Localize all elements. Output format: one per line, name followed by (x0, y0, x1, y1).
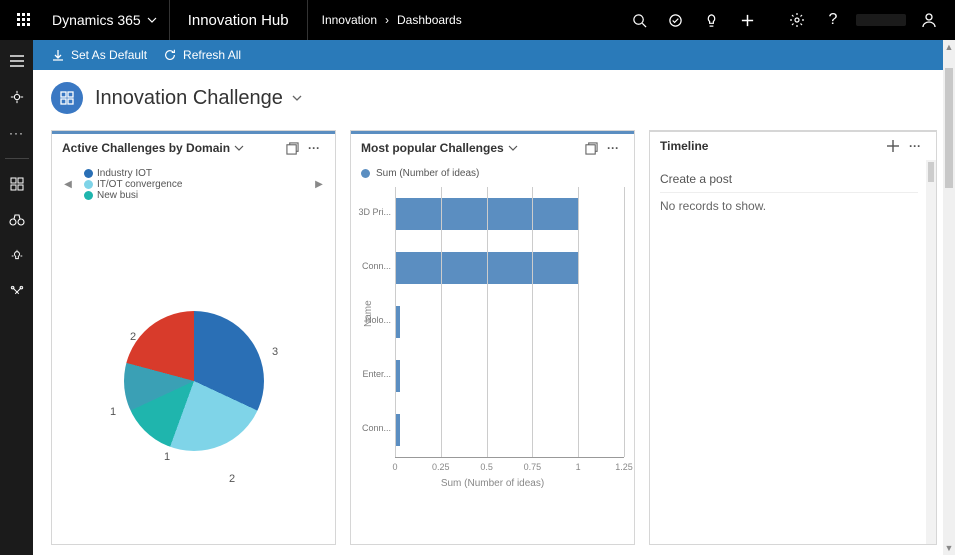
refresh-label: Refresh All (183, 48, 241, 62)
command-bar: Set As Default Refresh All (33, 40, 955, 70)
app-name-dropdown[interactable]: Dynamics 365 (40, 0, 170, 40)
more-icon[interactable]: ··· (303, 137, 325, 159)
axis-tick: 0.25 (432, 462, 450, 472)
card-title-label: Most popular Challenges (361, 141, 504, 155)
help-icon[interactable]: ? (815, 0, 851, 40)
breadcrumb-item[interactable]: Innovation (322, 13, 377, 27)
bar (396, 360, 400, 392)
dashboard-icon (51, 82, 83, 114)
category-label: Conn... (357, 261, 391, 271)
bar (396, 306, 400, 338)
pie-chart: 3 2 1 1 2 (62, 251, 325, 511)
page-header: Innovation Challenge (33, 70, 955, 126)
legend-item: New busi (84, 190, 182, 201)
nav-item-grid-icon[interactable] (0, 169, 33, 199)
more-icon[interactable]: ··· (0, 118, 33, 148)
x-axis-label: Sum (Number of ideas) (361, 478, 624, 489)
card-active-challenges: Active Challenges by Domain ··· ◀ Indust… (51, 130, 336, 545)
breadcrumb-item[interactable]: Dashboards (397, 13, 462, 27)
bulb-icon[interactable] (693, 0, 729, 40)
page-title-label: Innovation Challenge (95, 87, 283, 110)
set-default-button[interactable]: Set As Default (43, 40, 155, 70)
scrollbar[interactable] (926, 160, 936, 544)
user-name (851, 0, 911, 40)
nav-item-binoculars-icon[interactable] (0, 205, 33, 235)
nav-item-tools-icon[interactable] (0, 277, 33, 307)
legend-next-icon[interactable]: ▶ (313, 179, 325, 190)
search-icon[interactable] (621, 0, 657, 40)
card-timeline: Timeline ··· Create a post No records to… (649, 130, 937, 545)
add-icon[interactable] (729, 0, 765, 40)
create-post-input[interactable]: Create a post (660, 166, 918, 192)
set-default-label: Set As Default (71, 48, 147, 62)
main-content: Innovation Challenge Active Challenges b… (33, 70, 955, 555)
axis-tick: 0.75 (524, 462, 542, 472)
more-icon[interactable]: ··· (904, 135, 926, 157)
category-label: 3D Pri... (357, 207, 391, 217)
top-nav-bar: Dynamics 365 Innovation Hub Innovation ›… (0, 0, 955, 40)
card-title: Timeline (660, 139, 708, 153)
empty-state-label: No records to show. (660, 192, 918, 213)
nav-item-idea-icon[interactable] (0, 241, 33, 271)
series-label: Sum (Number of ideas) (376, 168, 479, 179)
app-launcher-icon[interactable] (8, 0, 40, 40)
task-icon[interactable] (657, 0, 693, 40)
bar (396, 414, 400, 446)
legend-item: IT/OT convergence (84, 179, 182, 190)
data-label: 3 (272, 346, 278, 358)
legend-item: Industry IOT (84, 168, 182, 179)
app-name-label: Dynamics 365 (52, 12, 141, 28)
add-icon[interactable] (882, 135, 904, 157)
data-label: 1 (110, 406, 116, 418)
category-label: Holo... (357, 315, 391, 325)
card-title-dropdown[interactable]: Active Challenges by Domain (62, 141, 244, 155)
refresh-button[interactable]: Refresh All (155, 40, 249, 70)
axis-tick: 1.25 (615, 462, 633, 472)
bar (396, 252, 578, 284)
category-label: Conn... (357, 423, 391, 433)
card-title-label: Timeline (660, 139, 708, 153)
person-icon[interactable] (911, 0, 947, 40)
breadcrumb: Innovation › Dashboards (308, 13, 476, 27)
data-label: 2 (130, 331, 136, 343)
chart-legend: Sum (Number of ideas) (361, 168, 624, 179)
data-label: 2 (229, 473, 235, 485)
expand-icon[interactable] (580, 137, 602, 159)
nav-item-home-icon[interactable] (0, 82, 33, 112)
hub-name-label: Innovation Hub (170, 0, 308, 40)
gear-icon[interactable] (779, 0, 815, 40)
card-popular-challenges: Most popular Challenges ··· Sum (Number … (350, 130, 635, 545)
card-title-dropdown[interactable]: Most popular Challenges (361, 141, 518, 155)
left-nav-rail: ··· (0, 40, 33, 555)
page-title-dropdown[interactable]: Innovation Challenge (95, 87, 303, 110)
category-label: Enter... (357, 369, 391, 379)
axis-tick: 0 (392, 462, 397, 472)
expand-icon[interactable] (281, 137, 303, 159)
data-label: 1 (164, 451, 170, 463)
chevron-right-icon: › (385, 13, 389, 27)
bar (396, 198, 578, 230)
hamburger-icon[interactable] (0, 46, 33, 76)
legend-prev-icon[interactable]: ◀ (62, 179, 74, 190)
scrollbar[interactable]: ▲ ▼ (943, 40, 955, 555)
chart-legend: ◀ Industry IOTIT/OT convergenceNew busi … (62, 168, 325, 201)
card-title-label: Active Challenges by Domain (62, 141, 230, 155)
axis-tick: 0.5 (480, 462, 493, 472)
more-icon[interactable]: ··· (602, 137, 624, 159)
axis-tick: 1 (576, 462, 581, 472)
